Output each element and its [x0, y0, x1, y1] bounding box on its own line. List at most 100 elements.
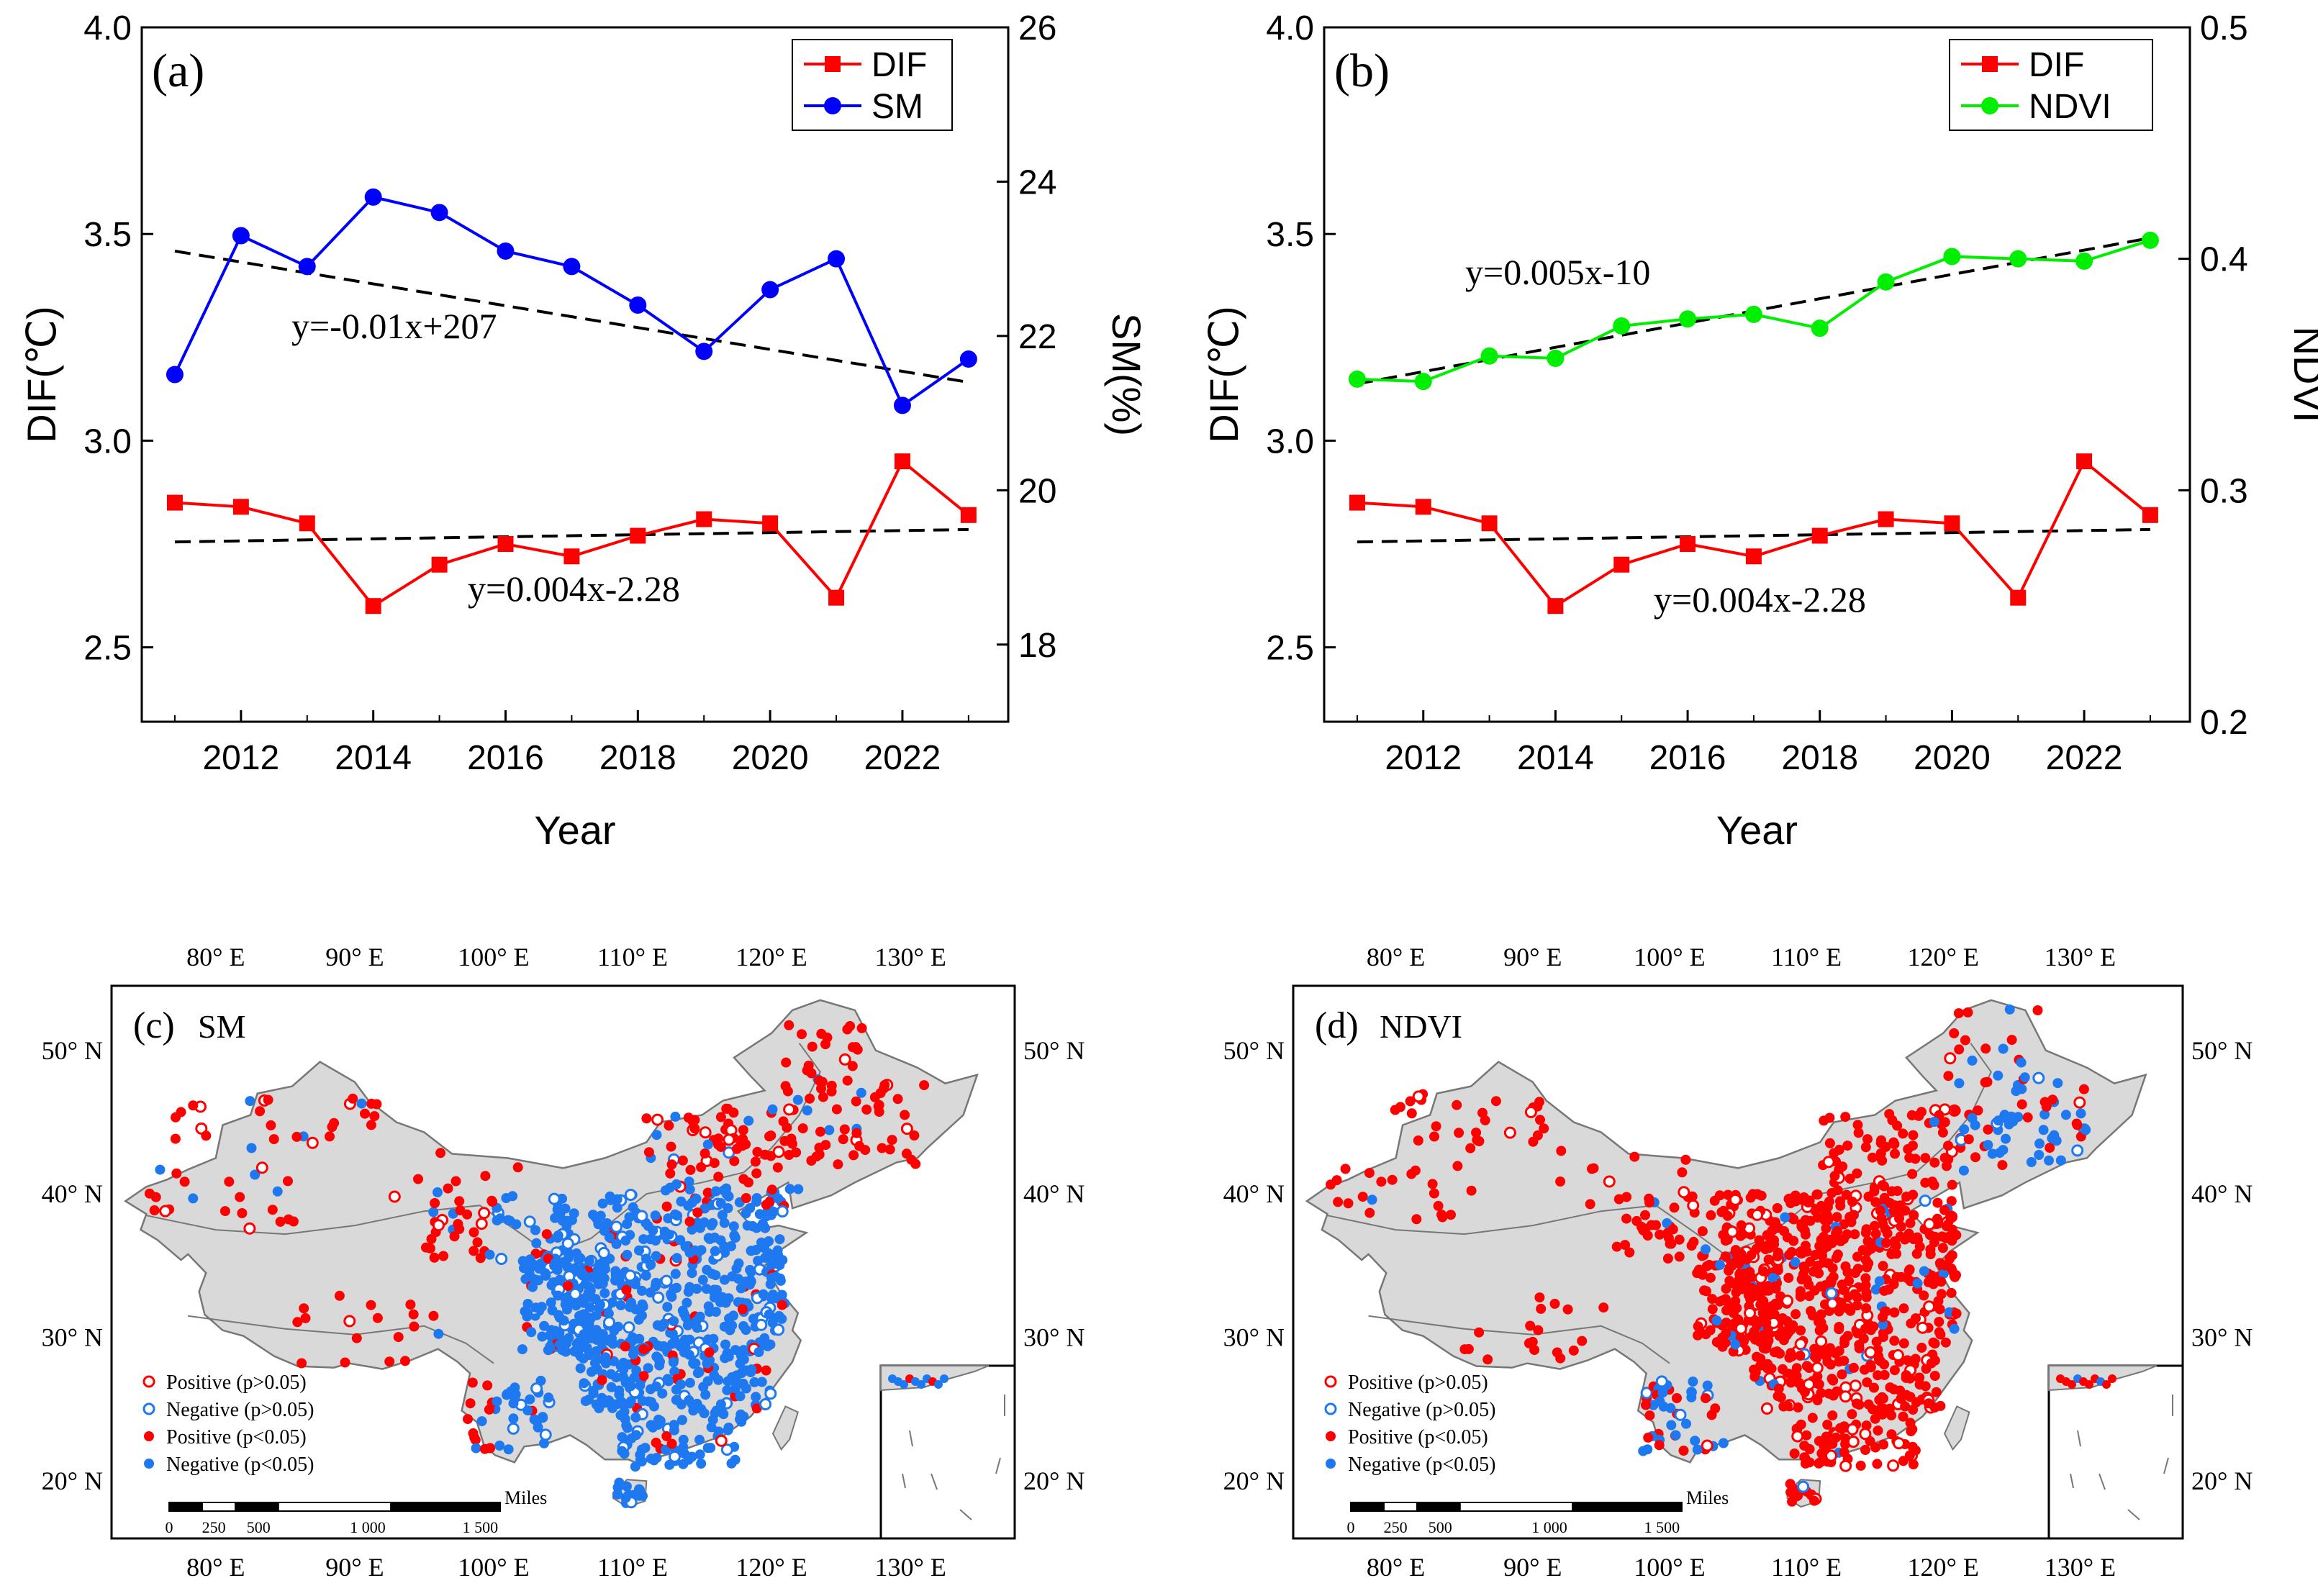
positive-significant-station — [1980, 1043, 1991, 1054]
negative-significant-station — [625, 1381, 636, 1392]
positive-significant-station — [666, 1141, 676, 1152]
positive-station — [715, 1434, 728, 1447]
scale-bar-segment — [1416, 1502, 1461, 1512]
positive-significant-station — [1536, 1303, 1547, 1314]
positive-significant-station — [751, 1403, 762, 1414]
positive-significant-station — [1707, 1294, 1718, 1305]
positive-significant-station — [1876, 1212, 1887, 1223]
panel-variable: SM — [198, 1008, 245, 1045]
positive-significant-station — [910, 1159, 921, 1169]
positive-significant-station — [224, 1176, 235, 1187]
positive-significant-station — [1916, 1342, 1927, 1353]
scale-bar-unit: Miles — [1686, 1487, 1729, 1508]
negative-significant-station — [2055, 1155, 2066, 1166]
scale-bar-tick: 500 — [247, 1518, 271, 1536]
positive-significant-station — [1454, 1128, 1464, 1138]
positive-significant-station — [766, 1184, 777, 1195]
positive-significant-station — [1870, 1228, 1881, 1239]
data-point-ndvi — [1348, 370, 1366, 388]
positive-significant-station — [1835, 1196, 1845, 1207]
data-point-sm — [364, 188, 382, 206]
positive-significant-station — [1929, 1157, 1940, 1168]
negative-significant-station — [522, 1405, 533, 1416]
negative-significant-station — [538, 1412, 548, 1423]
positive-significant-station — [2016, 1099, 2027, 1110]
negative-significant-station — [705, 1355, 715, 1366]
positive-station — [388, 1190, 401, 1203]
negative-significant-station — [687, 1268, 697, 1279]
scale-bar-tick: 0 — [1347, 1518, 1355, 1536]
negative-significant-station — [629, 1372, 640, 1383]
positive-significant-station — [1529, 1345, 1540, 1355]
positive-significant-station — [1654, 1229, 1665, 1240]
negative-significant-station — [433, 1328, 444, 1339]
positive-significant-station — [1490, 1096, 1501, 1107]
positive-significant-station — [780, 1081, 791, 1092]
positive-significant-station — [1901, 1372, 1911, 1383]
positive-significant-station — [1562, 1304, 1573, 1315]
data-point-sm — [563, 258, 581, 276]
positive-significant-station — [816, 1083, 826, 1094]
positive-significant-station — [677, 1155, 688, 1166]
positive-significant-station — [1860, 1142, 1871, 1153]
negative-station — [776, 1205, 789, 1218]
positive-significant-station — [1429, 1188, 1439, 1199]
positive-significant-station — [371, 1099, 382, 1110]
negative-significant-station — [694, 1449, 705, 1460]
negative-significant-station — [543, 1392, 554, 1403]
positive-significant-station — [472, 1237, 483, 1248]
positive-significant-station — [465, 1398, 476, 1409]
positive-significant-station — [1947, 1235, 1957, 1246]
lon-label-top: 120° E — [1908, 943, 1979, 971]
scale-bar-tick: 1 000 — [350, 1518, 386, 1536]
positive-significant-station — [1822, 1356, 1833, 1367]
positive-significant-station — [1744, 1289, 1755, 1300]
positive-significant-station — [1901, 1192, 1912, 1202]
positive-significant-station — [1474, 1327, 1485, 1338]
positive-significant-station — [1834, 1144, 1844, 1155]
negative-significant-station — [658, 1318, 669, 1329]
y-right-tick-label: 18 — [1018, 627, 1056, 665]
panel-label: (d) — [1315, 1005, 1359, 1046]
positive-significant-station — [1854, 1400, 1865, 1410]
positive-significant-station — [764, 1196, 775, 1207]
positive-significant-station — [1929, 1371, 1940, 1381]
positive-significant-station — [1787, 1496, 1797, 1507]
negative-significant-station — [641, 1253, 651, 1264]
negative-significant-station — [2044, 1155, 2054, 1166]
positive-significant-station — [1718, 1230, 1729, 1241]
negative-significant-station — [1686, 1387, 1697, 1397]
data-point-ndvi — [1547, 349, 1565, 367]
negative-significant-station — [694, 1434, 705, 1445]
positive-significant-station — [1847, 1409, 1857, 1420]
negative-significant-station — [597, 1198, 608, 1209]
inset-boundary-dash — [2099, 1473, 2106, 1490]
positive-significant-station — [777, 1300, 787, 1310]
lat-label-right: 40° N — [1023, 1179, 1085, 1208]
scale-bar-tick: 0 — [166, 1518, 173, 1536]
lon-label-bottom: 130° E — [2045, 1553, 2116, 1582]
positive-significant-station — [847, 1061, 858, 1071]
negative-significant-station — [562, 1304, 572, 1315]
positive-significant-station — [1411, 1214, 1422, 1225]
positive-significant-station — [1853, 1128, 1864, 1138]
negative-significant-station — [250, 1169, 261, 1180]
positive-significant-station — [1611, 1241, 1622, 1252]
positive-significant-station — [1914, 1379, 1925, 1390]
negative-significant-station — [2019, 1072, 2030, 1083]
positive-significant-station — [1811, 1189, 1822, 1200]
positive-significant-station — [1749, 1326, 1760, 1337]
y-left-tick-label: 3.0 — [1266, 422, 1314, 461]
positive-significant-station — [1809, 1495, 1819, 1506]
positive-significant-station — [1831, 1253, 1842, 1264]
positive-significant-station — [1533, 1325, 1544, 1336]
positive-significant-station — [1785, 1487, 1796, 1497]
negative-significant-station — [627, 1332, 638, 1343]
positive-significant-station — [772, 1162, 783, 1173]
positive-significant-station — [300, 1312, 311, 1323]
positive-significant-station — [1539, 1123, 1549, 1134]
negative-significant-station — [492, 1396, 502, 1407]
positive-station — [1744, 1307, 1756, 1320]
positive-significant-station — [1755, 1354, 1766, 1364]
lat-label-right: 50° N — [1023, 1036, 1085, 1065]
